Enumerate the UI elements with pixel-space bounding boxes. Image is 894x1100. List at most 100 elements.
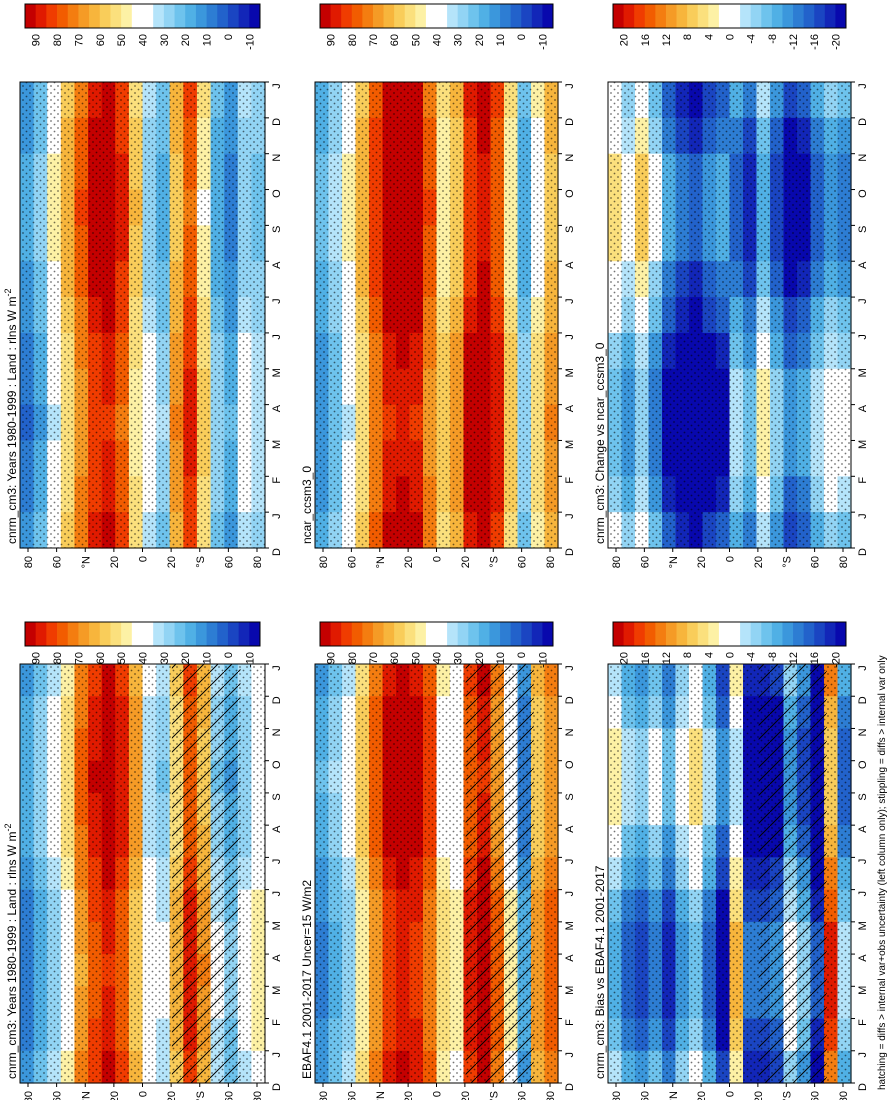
colorbar-swatch <box>227 622 240 646</box>
month-tick-label: D <box>857 696 869 704</box>
colorbar-swatch <box>531 622 543 646</box>
month-tick-label: D <box>857 548 869 556</box>
lat-tick-label: 60 <box>223 1091 235 1100</box>
month-tick-label: M <box>564 986 576 995</box>
month-tick-label: A <box>857 825 869 833</box>
colorbar-swatch <box>35 622 47 646</box>
colorbar-label: -16 <box>809 652 821 668</box>
colorbar-label: 0 <box>725 34 737 40</box>
month-tick-label: S <box>564 226 576 233</box>
colorbar-label: 20 <box>474 34 486 46</box>
panel-3: D J F M A M J J A S O N D J 80 60 °N 20 0 20 °S 60 80 EBAF4.1 2… <box>300 621 576 1100</box>
lat-tick-label: 60 <box>517 556 529 568</box>
colorbar-label: 70 <box>73 652 85 664</box>
month-tick-label: A <box>857 261 869 269</box>
colorbar-label: 4 <box>703 652 715 658</box>
colorbar-label: 50 <box>410 34 422 46</box>
colorbar-swatch <box>644 622 656 646</box>
month-tick-label: N <box>271 154 283 162</box>
colorbar: 90 80 70 60 50 40 30 20 10 0 -10 <box>24 3 261 50</box>
colorbar-swatch <box>708 4 720 28</box>
month-tick-label: M <box>564 368 576 377</box>
colorbar-swatch <box>542 622 554 646</box>
colorbar-swatch <box>320 4 331 28</box>
colorbar-swatch <box>447 622 459 646</box>
colorbar-swatch <box>415 622 427 646</box>
colorbar-swatch <box>510 622 522 646</box>
colorbar-swatch <box>655 622 667 646</box>
colorbar-swatch <box>500 622 512 646</box>
colorbar: 90 80 70 60 50 40 30 20 10 0 -10 <box>24 621 261 668</box>
colorbar-swatch <box>761 4 773 28</box>
colorbar-label: 10 <box>495 652 507 664</box>
colorbar-label: -16 <box>809 34 821 50</box>
month-tick-label: O <box>271 189 283 198</box>
lat-tick-label: 0 <box>138 1091 150 1097</box>
month-tick-label: A <box>564 261 576 269</box>
title-superscript: -2 <box>3 289 13 297</box>
colorbar-swatch <box>835 4 847 28</box>
colorbar-swatch <box>185 4 197 28</box>
lat-tick-label: 20 <box>753 1091 765 1100</box>
colorbar-swatch <box>634 4 646 28</box>
colorbar-label: 90 <box>326 652 338 664</box>
colorbar-swatch <box>803 4 815 28</box>
colorbar-swatch <box>676 4 688 28</box>
colorbar-label: 10 <box>495 34 507 46</box>
month-tick-label: N <box>564 728 576 736</box>
month-tick-label: J <box>564 513 576 519</box>
month-tick-label: S <box>271 793 283 800</box>
month-tick-label: J <box>271 334 283 340</box>
lat-tick-label: °N <box>375 556 387 568</box>
colorbar-frame <box>24 621 261 647</box>
month-tick-label: O <box>271 760 283 769</box>
month-tick-label: A <box>857 954 869 962</box>
colorbar-swatch <box>351 622 363 646</box>
colorbar-frame <box>24 3 261 29</box>
colorbar-swatch <box>249 4 261 28</box>
month-tick-label: D <box>857 118 869 126</box>
month-tick-label: F <box>564 477 576 484</box>
colorbar-label: 12 <box>661 34 673 46</box>
colorbar-swatch <box>782 622 794 646</box>
stippling <box>315 82 558 548</box>
colorbar-label: 0 <box>516 34 528 40</box>
colorbar-swatch <box>163 622 175 646</box>
colorbar-swatch <box>153 622 165 646</box>
colorbar-swatch <box>372 622 384 646</box>
colorbar-swatch <box>750 4 762 28</box>
colorbar-label: 80 <box>52 652 64 664</box>
colorbar-label: -8 <box>767 652 779 662</box>
lat-tick-label: 20 <box>403 1091 415 1100</box>
colorbar-label: 30 <box>159 34 171 46</box>
colorbar-label: -12 <box>788 34 800 50</box>
lat-tick-label: 80 <box>252 1091 264 1100</box>
panel-title: ncar_ccsm3_0 <box>300 466 314 544</box>
month-tick-label: J <box>564 298 576 304</box>
colorbar-swatch <box>521 622 533 646</box>
colorbar-label: 20 <box>180 652 192 664</box>
colorbar-swatch <box>824 622 836 646</box>
lat-tick-label: 60 <box>639 556 651 568</box>
colorbar-swatch <box>57 4 69 28</box>
month-tick-label: J <box>857 334 869 340</box>
colorbar-swatch <box>436 622 448 646</box>
colorbar-label: 8 <box>682 652 694 658</box>
colorbar-swatch <box>436 4 448 28</box>
colorbar-swatch <box>394 622 406 646</box>
colorbar-swatch <box>110 622 122 646</box>
colorbar-swatch <box>665 4 677 28</box>
lat-tick-label: °N <box>80 556 92 568</box>
colorbar-label: -8 <box>767 34 779 44</box>
colorbar-swatch <box>217 622 229 646</box>
colorbar-swatch <box>510 4 522 28</box>
colorbar-label: 70 <box>368 652 380 664</box>
colorbar-swatch <box>665 622 677 646</box>
colorbar-swatch <box>613 622 624 646</box>
colorbar-swatch <box>46 622 58 646</box>
month-tick-label: A <box>857 404 869 412</box>
month-tick-label: J <box>857 891 869 897</box>
month-tick-label: S <box>857 226 869 233</box>
footnote: hatching = diffs > internal var+obs unce… <box>877 655 888 1090</box>
